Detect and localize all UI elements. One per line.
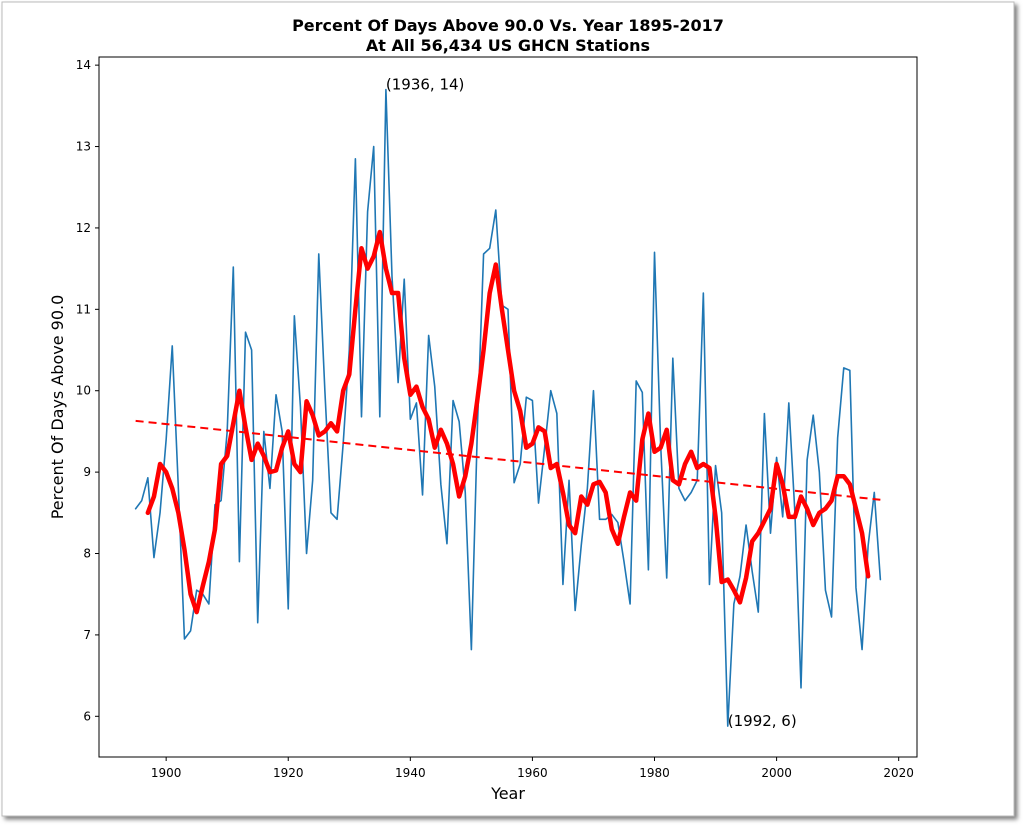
x-tick-label: 2000 — [761, 766, 792, 780]
y-axis-label: Percent Of Days Above 90.0 — [48, 295, 67, 520]
y-tick-label: 13 — [76, 140, 91, 154]
y-tick-label: 11 — [76, 302, 91, 316]
chart-title: Percent Of Days Above 90.0 Vs. Year 1895… — [292, 16, 724, 35]
x-tick-label: 1960 — [517, 766, 548, 780]
x-axis-label: Year — [490, 784, 525, 803]
x-tick-label: 2020 — [883, 766, 914, 780]
annotation: (1936, 14) — [386, 76, 465, 94]
axes-frame — [98, 56, 918, 758]
trend-line — [135, 419, 881, 501]
chart-subtitle: At All 56,434 US GHCN Stations — [366, 36, 650, 55]
data-line — [145, 229, 871, 615]
x-tick-label: 1900 — [151, 766, 182, 780]
y-tick-label: 12 — [76, 221, 91, 235]
x-tick-label: 1920 — [273, 766, 304, 780]
y-tick-label: 9 — [83, 465, 91, 479]
y-tick-label: 10 — [76, 384, 91, 398]
annotation: (1992, 6) — [728, 712, 797, 730]
x-tick-label: 1940 — [395, 766, 426, 780]
y-tick-label: 7 — [83, 628, 91, 642]
y-tick-label: 8 — [83, 547, 91, 561]
figure-frame — [1, 1, 1015, 817]
y-tick-label: 14 — [76, 58, 91, 72]
y-tick-label: 6 — [83, 709, 91, 723]
x-tick-label: 1980 — [639, 766, 670, 780]
data-line — [134, 88, 882, 727]
plot-area: (1936, 14) (1992, 6) — [134, 76, 882, 730]
